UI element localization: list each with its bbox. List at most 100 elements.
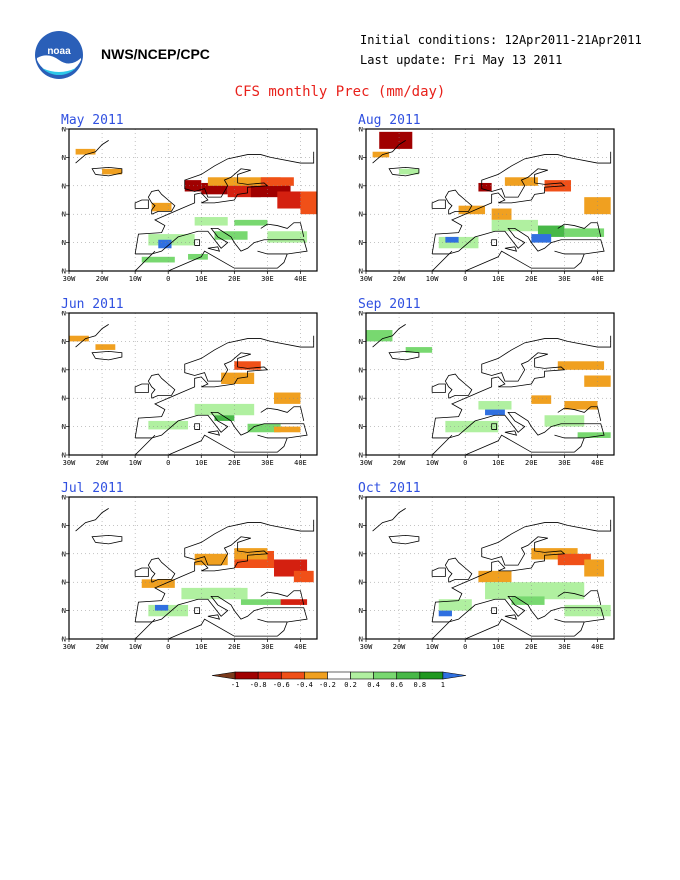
grid-lines <box>69 497 317 639</box>
map-plot: 30W 20W 10W 0 10E 20E 30E 40E 30N 40N 50N 60N 70N 80N <box>358 127 615 283</box>
lon-tick-label: 40E <box>294 275 307 283</box>
anomaly-field <box>372 131 611 249</box>
colorbar-swatch <box>442 671 467 680</box>
lon-tick-label: 10W <box>129 459 142 467</box>
plot-frame <box>68 128 318 272</box>
lat-tick-label: 50N <box>358 579 363 587</box>
anomaly-cell <box>300 191 317 215</box>
grid-lines <box>69 313 317 455</box>
colorbar-label: -0.2 <box>319 681 336 689</box>
anomaly-cell <box>445 236 459 243</box>
anomaly-cell <box>293 570 314 583</box>
anomaly-cell <box>537 225 565 237</box>
lon-tick-label: 20E <box>525 459 538 467</box>
map-plot: 30W 20W 10W 0 10E 20E 30E 40E 30N 40N 50N 60N 70N 80N <box>358 311 615 467</box>
anomaly-cell <box>491 219 538 232</box>
anomaly-field <box>141 548 314 617</box>
anomaly-cell <box>564 228 605 237</box>
lat-tick-label: 30N <box>358 452 363 460</box>
panel-title: May 2011 <box>61 113 124 128</box>
lon-tick-label: 0 <box>463 643 467 651</box>
anomaly-cell <box>372 151 390 158</box>
panel-title: Jul 2011 <box>61 481 124 496</box>
anomaly-cell <box>485 409 505 416</box>
lon-tick-label: 10E <box>195 275 208 283</box>
anomaly-cell <box>405 347 433 353</box>
lon-tick-label: 10E <box>492 643 505 651</box>
lon-tick-label: 20W <box>393 643 406 651</box>
colorbar-swatch <box>373 671 398 680</box>
anomaly-cell <box>151 202 172 212</box>
colorbar-label: -0.8 <box>250 681 267 689</box>
lon-tick-label: 20E <box>228 275 241 283</box>
lon-tick-label: 20E <box>228 459 241 467</box>
anomaly-cell <box>531 234 552 243</box>
lon-tick-label: 20W <box>96 459 109 467</box>
map-plot: 30W 20W 10W 0 10E 20E 30E 40E 30N 40N 50N 60N 70N 80N <box>61 127 318 283</box>
anomaly-cell <box>69 335 89 342</box>
anomaly-cell <box>260 177 294 186</box>
anomaly-cell <box>438 599 472 611</box>
coastlines <box>75 324 315 456</box>
colorbar-label: -0.4 <box>296 681 313 689</box>
lon-tick-label: 30W <box>63 275 76 283</box>
lon-tick-label: 10E <box>195 643 208 651</box>
coastlines <box>75 508 315 640</box>
colorbar: -1 -0.8 -0.6 -0.4 -0.2 0.2 0.4 0.6 0.8 1 <box>211 671 467 689</box>
lat-tick-label: 80N <box>358 311 363 318</box>
lat-tick-label: 80N <box>358 495 363 502</box>
lat-tick-label: 60N <box>61 366 66 374</box>
anomaly-cell <box>267 231 308 243</box>
anomaly-cell <box>458 205 486 215</box>
colorbar-swatch <box>419 671 444 680</box>
lat-tick-label: 80N <box>61 495 66 502</box>
lat-tick-label: 50N <box>61 211 66 219</box>
anomaly-cell <box>438 610 452 617</box>
grid-lines <box>366 313 614 455</box>
lon-tick-label: 20W <box>393 459 406 467</box>
map-panel: Sep 2011 30W 20W 10W 0 10E 20E 30E 40E 30N 40N 50N… <box>355 297 620 486</box>
anomaly-cell <box>577 432 611 438</box>
lat-tick-label: 40N <box>358 239 363 247</box>
colorbar-label: 0.2 <box>344 681 357 689</box>
map-plot: 30W 20W 10W 0 10E 20E 30E 40E 30N 40N 50N 60N 70N 80N <box>358 495 615 651</box>
anomaly-cell <box>478 401 512 410</box>
lat-tick-label: 70N <box>358 338 363 346</box>
map-panel: Oct 2011 30W 20W 10W 0 10E 20E 30E 40E 30N 40N 50N… <box>355 481 620 670</box>
map-panel: Aug 2011 30W 20W 10W 0 10E 20E 30E 40E 30N 40N 50N… <box>355 113 620 302</box>
anomaly-cell <box>95 344 116 350</box>
lon-tick-label: 0 <box>166 275 170 283</box>
lon-tick-label: 30W <box>360 275 373 283</box>
lon-tick-label: 10E <box>492 275 505 283</box>
anomaly-cell <box>531 395 552 404</box>
lat-tick-label: 40N <box>358 607 363 615</box>
lat-tick-label: 50N <box>358 211 363 219</box>
lon-tick-label: 30E <box>558 275 571 283</box>
lat-tick-label: 70N <box>61 522 66 530</box>
colorbar-swatch <box>327 671 351 680</box>
anomaly-cell <box>274 392 301 404</box>
colorbar-label: 1 <box>441 681 445 689</box>
lon-tick-label: 40E <box>294 459 307 467</box>
lat-tick-label: 40N <box>61 423 66 431</box>
lon-tick-label: 20E <box>525 643 538 651</box>
lon-tick-label: 10W <box>426 459 439 467</box>
colorbar-swatch <box>257 671 282 680</box>
grid-lines <box>366 129 614 271</box>
anomaly-cell <box>141 579 175 588</box>
lon-tick-label: 30E <box>261 275 274 283</box>
grid-lines <box>69 129 317 271</box>
lon-tick-label: 10W <box>426 643 439 651</box>
anomaly-cell <box>194 403 255 416</box>
lon-tick-label: 40E <box>591 459 604 467</box>
map-panel: Jun 2011 30W 20W 10W 0 10E 20E 30E 40E 30N 40N 50N… <box>58 297 323 486</box>
noaa-logo: noaa <box>35 31 83 79</box>
anomaly-cell <box>148 604 189 617</box>
colorbar-label: 0.6 <box>390 681 403 689</box>
colorbar-swatch <box>304 671 328 680</box>
lon-tick-label: 10W <box>129 275 142 283</box>
anomaly-cell <box>194 217 228 226</box>
plot-frame <box>365 496 615 640</box>
lon-tick-label: 30E <box>261 459 274 467</box>
lat-tick-label: 80N <box>358 127 363 134</box>
